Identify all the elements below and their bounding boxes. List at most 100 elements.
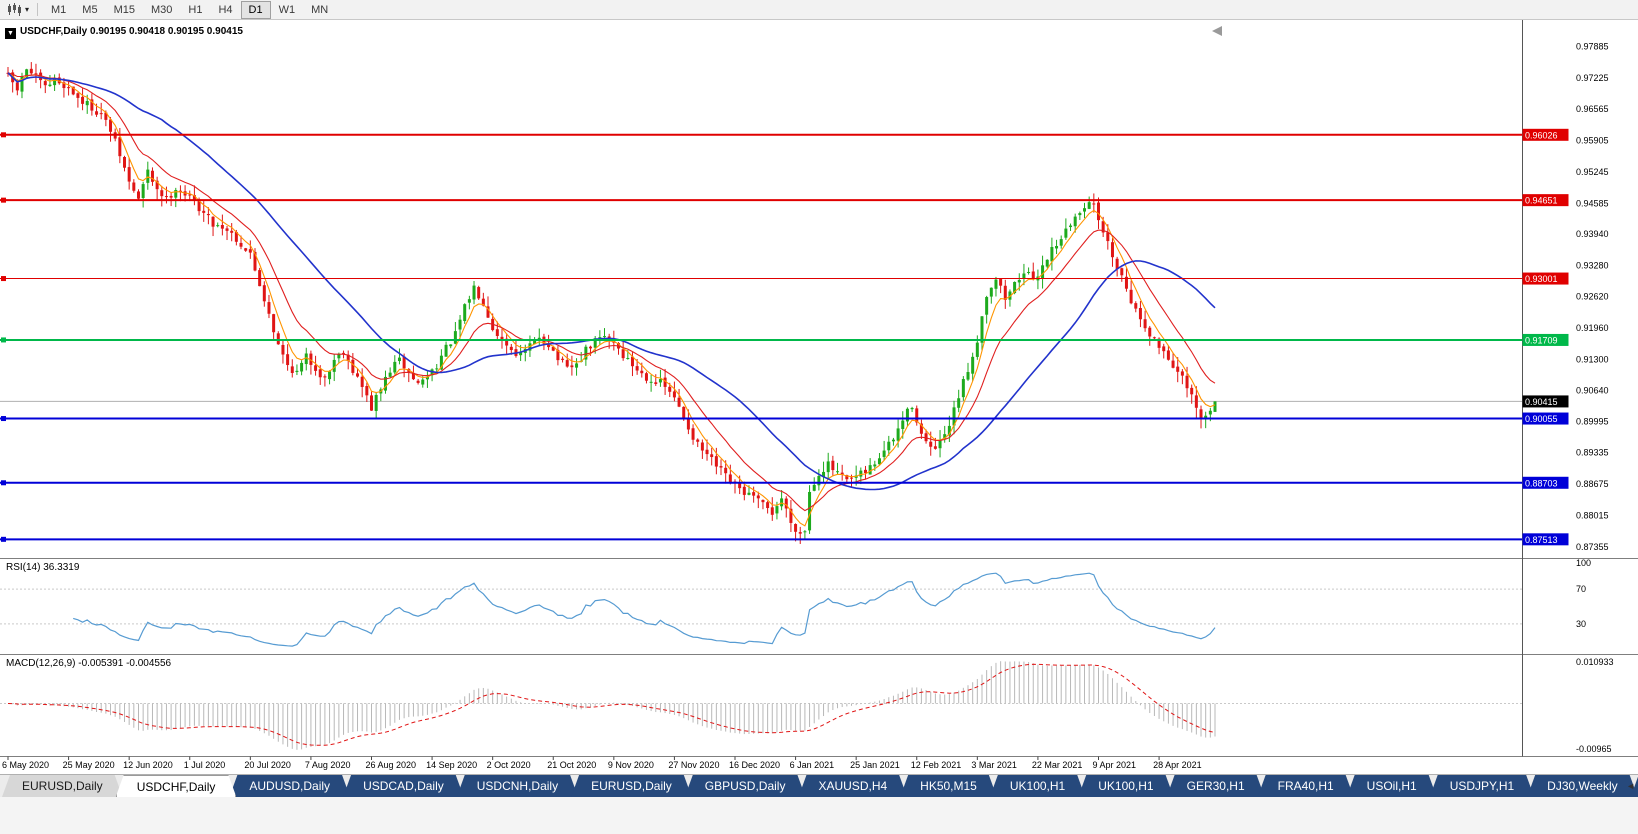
- timeframe-button-W1[interactable]: W1: [278, 3, 296, 16]
- hline-handle-icon: [1, 132, 6, 138]
- svg-text:12 Feb 2021: 12 Feb 2021: [911, 760, 962, 770]
- chart-tab-EURUSD-Daily[interactable]: EURUSD,Daily: [2, 775, 123, 797]
- macd-panel: [0, 661, 1522, 750]
- svg-text:2 Oct 2020: 2 Oct 2020: [487, 760, 531, 770]
- hline-0.93001[interactable]: 0.93001: [0, 272, 1569, 285]
- timeframe-button-D1[interactable]: D1: [240, 0, 271, 19]
- chart-tab-HK50-M15[interactable]: HK50,M15: [900, 775, 997, 797]
- svg-text:70: 70: [1576, 584, 1586, 594]
- rsi-indicator-label: RSI(14) 36.3319: [6, 562, 80, 573]
- chart-tab-AUDUSD-Daily[interactable]: AUDUSD,Daily: [229, 775, 350, 797]
- chart-tabs-bar: EURUSD,Daily USDCHF,Daily AUDUSD,Daily USDC…: [0, 774, 1638, 797]
- hline-handle-icon: [1, 480, 6, 486]
- timeframe-toolbar: ▾ M1 M5 M15 M30 H1 H4 D1 W1 MN: [0, 0, 1638, 20]
- timeframe-button-M1[interactable]: M1: [51, 3, 67, 16]
- svg-text:26 Aug 2020: 26 Aug 2020: [365, 760, 416, 770]
- chart-tab-UK100-H1[interactable]: UK100,H1: [1078, 775, 1173, 797]
- svg-text:0.93940: 0.93940: [1576, 229, 1609, 239]
- timeframe-button-H1[interactable]: H1: [188, 3, 203, 16]
- chart-tab-USDCNH-Daily[interactable]: USDCNH,Daily: [457, 775, 578, 797]
- chart-chrome: [0, 20, 1638, 757]
- timeframe-button-M5[interactable]: M5: [82, 3, 98, 16]
- svg-text:0.89995: 0.89995: [1576, 416, 1609, 426]
- chart-title: ▼ USDCHF,Daily 0.90195 0.90418 0.90195 0.…: [5, 26, 243, 39]
- svg-text:28 Apr 2021: 28 Apr 2021: [1153, 760, 1202, 770]
- svg-text:0.95905: 0.95905: [1576, 136, 1609, 146]
- date-axis: 6 May 2020 25 May 2020 12 Jun 2020 1 Jul 20…: [2, 756, 1202, 770]
- svg-text:0.88703: 0.88703: [1525, 478, 1558, 488]
- hline-handle-icon: [1, 416, 6, 422]
- svg-text:0.96565: 0.96565: [1576, 104, 1609, 114]
- hline-handle-icon: [1, 197, 6, 203]
- svg-text:22 Mar 2021: 22 Mar 2021: [1032, 760, 1083, 770]
- svg-text:6 Jan 2021: 6 Jan 2021: [790, 760, 835, 770]
- svg-text:0.92620: 0.92620: [1576, 292, 1609, 302]
- svg-text:25 May 2020: 25 May 2020: [63, 760, 115, 770]
- svg-text:0.96026: 0.96026: [1525, 130, 1558, 140]
- chart-shift-marker[interactable]: [1212, 26, 1222, 36]
- chart-tab-USDCHF-Daily[interactable]: USDCHF,Daily: [116, 775, 237, 797]
- hline-price-tag: [1522, 476, 1569, 489]
- svg-text:0.97885: 0.97885: [1576, 41, 1609, 51]
- chart-tab-UK100-H1[interactable]: UK100,H1: [990, 775, 1085, 797]
- chart-tab-USDCAD-Daily[interactable]: USDCAD,Daily: [343, 775, 464, 797]
- symbol-dropdown-icon[interactable]: ▼: [5, 28, 16, 39]
- svg-text:0.95245: 0.95245: [1576, 167, 1609, 177]
- timeframe-button-M30[interactable]: M30: [150, 3, 173, 16]
- svg-text:25 Jan 2021: 25 Jan 2021: [850, 760, 900, 770]
- chart-tab-GER30-H1[interactable]: GER30,H1: [1167, 775, 1265, 797]
- svg-text:0.87513: 0.87513: [1525, 535, 1558, 545]
- chart-tab-FRA40-H1[interactable]: FRA40,H1: [1258, 775, 1354, 797]
- svg-text:20 Jul 2020: 20 Jul 2020: [244, 760, 291, 770]
- svg-text:14 Sep 2020: 14 Sep 2020: [426, 760, 477, 770]
- hline-price-tag: [1522, 128, 1569, 141]
- svg-text:0.90055: 0.90055: [1525, 414, 1558, 424]
- chart-tab-USOil-H1[interactable]: USOil,H1: [1347, 775, 1437, 797]
- svg-text:30: 30: [1576, 619, 1586, 629]
- chart-canvas[interactable]: 0.96026 0.94651 0.93001 0.91709 0.90055 0.887…: [0, 20, 1638, 774]
- candles-layer: [6, 62, 1217, 544]
- svg-text:0.90415: 0.90415: [1525, 397, 1558, 407]
- timeframe-button-H4[interactable]: H4: [218, 3, 233, 16]
- svg-text:0.93280: 0.93280: [1576, 260, 1609, 270]
- timeframe-button-MN[interactable]: MN: [311, 3, 329, 16]
- hline-0.90055[interactable]: 0.90055: [0, 412, 1569, 425]
- ma-fast-line: [7, 72, 1216, 527]
- svg-text:0.87355: 0.87355: [1576, 542, 1609, 552]
- hline-price-tag: [1522, 533, 1569, 546]
- chart-tab-DJ30-Weekly[interactable]: DJ30,Weekly: [1527, 775, 1637, 797]
- svg-text:12 Jun 2020: 12 Jun 2020: [123, 760, 173, 770]
- hline-0.91709[interactable]: 0.91709: [0, 333, 1569, 346]
- candlestick-chart-icon: [8, 3, 21, 16]
- macd-axis-bottom-value: -0.00965: [1576, 744, 1612, 754]
- chart-tab-USDJPY-H1[interactable]: USDJPY,H1: [1430, 775, 1534, 797]
- hline-0.94651[interactable]: 0.94651: [0, 194, 1569, 207]
- toolbar-separator: [37, 3, 39, 16]
- svg-text:0.91960: 0.91960: [1576, 323, 1609, 333]
- tab-scroll-left-icon[interactable]: ◄: [1626, 781, 1635, 791]
- hline-0.87513[interactable]: 0.87513: [0, 533, 1569, 546]
- svg-text:21 Oct 2020: 21 Oct 2020: [547, 760, 596, 770]
- ma-mid-line: [7, 72, 1216, 512]
- chart-tab-GBPUSD-Daily[interactable]: GBPUSD,Daily: [685, 775, 806, 797]
- rsi-line: [73, 572, 1216, 647]
- macd-indicator-label: MACD(12,26,9) -0.005391 -0.004556: [6, 658, 172, 669]
- svg-text:1 Jul 2020: 1 Jul 2020: [184, 760, 226, 770]
- hline-handle-icon: [1, 337, 6, 343]
- timeframe-button-M15[interactable]: M15: [113, 3, 135, 16]
- chart-tab-EURUSD-Daily[interactable]: EURUSD,Daily: [571, 775, 692, 797]
- svg-text:0.90640: 0.90640: [1576, 386, 1609, 396]
- hline-price-tag: [1522, 272, 1569, 285]
- hline-handle-icon: [1, 536, 6, 542]
- svg-text:0.97225: 0.97225: [1576, 73, 1609, 83]
- macd-axis-top-value: 0.010933: [1576, 657, 1614, 667]
- price-axis: 0.97885 0.97225 0.96565 0.95905 0.95245 0.945…: [1576, 41, 1609, 551]
- chart-type-button[interactable]: ▾: [4, 2, 32, 17]
- svg-text:9 Nov 2020: 9 Nov 2020: [608, 760, 654, 770]
- svg-text:0.91709: 0.91709: [1525, 335, 1558, 345]
- chart-tab-XAUUSD-H4[interactable]: XAUUSD,H4: [798, 775, 907, 797]
- macd-signal-line: [7, 663, 1216, 746]
- hline-0.96026[interactable]: 0.96026: [0, 128, 1569, 141]
- hline-0.88703[interactable]: 0.88703: [0, 476, 1569, 489]
